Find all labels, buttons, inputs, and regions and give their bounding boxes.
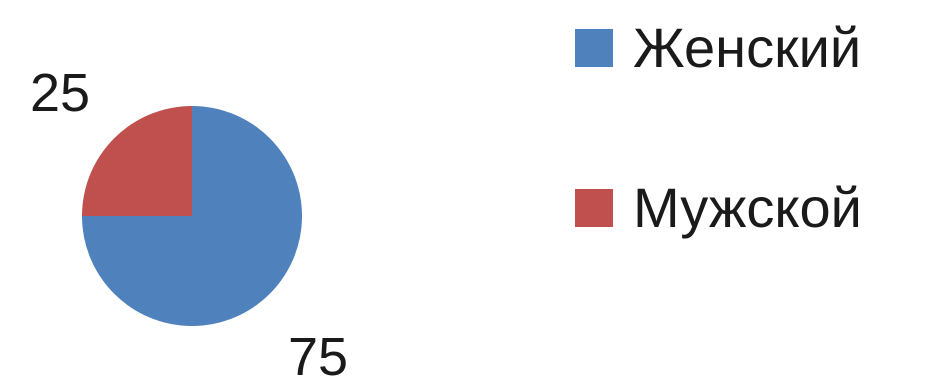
legend: Женский Мужской: [575, 0, 938, 383]
pie-data-labels: 75 25: [30, 63, 348, 383]
legend-swatch: [575, 29, 613, 67]
data-label-muzhskoy: 25: [30, 63, 90, 123]
data-label-zhenskiy: 75: [288, 327, 348, 383]
legend-label: Мужской: [633, 176, 862, 239]
legend-item-muzhskoy: Мужской: [575, 173, 862, 243]
legend-label: Женский: [633, 16, 862, 79]
legend-swatch: [575, 189, 613, 227]
pie-slices: [82, 106, 302, 326]
legend-item-zhenskiy: Женский: [575, 13, 861, 83]
pie-slice-muzhskoy: [82, 106, 192, 216]
